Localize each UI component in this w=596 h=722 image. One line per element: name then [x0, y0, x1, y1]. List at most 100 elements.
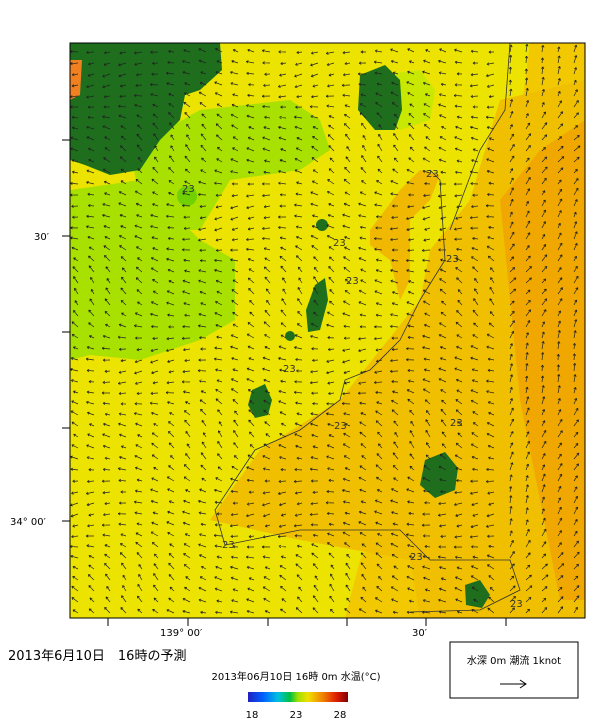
arrow [264, 276, 271, 284]
arrow [326, 402, 335, 406]
arrow [86, 502, 95, 507]
arrow [472, 148, 479, 152]
arrow [441, 431, 447, 438]
arrow [375, 410, 383, 416]
arrow [230, 158, 239, 163]
arrow [423, 465, 431, 471]
arrow [104, 136, 111, 141]
arrow [120, 445, 127, 449]
arrow [198, 48, 207, 53]
arrow [182, 609, 191, 614]
arrow [106, 278, 111, 284]
arrow [390, 269, 399, 273]
arrow [182, 70, 191, 75]
arrow [198, 238, 207, 242]
arrow [423, 300, 431, 306]
arrow [557, 506, 562, 515]
arrow [326, 62, 335, 67]
arrow [263, 443, 271, 449]
arrow [471, 379, 479, 383]
island [465, 580, 490, 608]
arrow [541, 517, 546, 526]
arrow [215, 368, 223, 372]
arrow [470, 524, 479, 529]
arrow [151, 411, 159, 416]
arrow [392, 168, 399, 174]
arrow [573, 551, 580, 559]
arrow [573, 231, 578, 240]
arrow [509, 407, 514, 416]
arrow [232, 368, 239, 372]
arrow [342, 73, 351, 77]
arrow [393, 123, 399, 130]
arrow [247, 227, 255, 231]
arrow [423, 124, 431, 130]
arrow [168, 370, 175, 374]
arrow [525, 539, 531, 548]
arrow [166, 476, 175, 482]
arrow [393, 441, 399, 449]
arrow [438, 334, 447, 339]
arrow [185, 576, 191, 581]
arrow [394, 431, 399, 438]
arrow [470, 94, 479, 98]
arrow [246, 104, 255, 108]
arrow [231, 299, 239, 306]
arrow [310, 479, 319, 483]
arrow [422, 555, 431, 559]
arrow [557, 374, 561, 383]
arrow [525, 265, 532, 273]
arrow [390, 532, 399, 537]
arrow [310, 322, 319, 328]
arrow [119, 94, 127, 98]
arrow [262, 147, 271, 152]
arrow [487, 147, 495, 152]
arrow [73, 257, 79, 262]
arrow [423, 357, 431, 361]
arrow [198, 598, 207, 603]
arrow [119, 543, 127, 548]
arrow [325, 94, 335, 98]
arrow [541, 66, 545, 75]
arrow [342, 213, 351, 218]
arrow [86, 390, 95, 394]
arrow [358, 521, 367, 526]
arrow [134, 402, 143, 406]
arrow [168, 442, 175, 449]
arrow [573, 585, 580, 592]
arrow [359, 236, 367, 240]
arrow [200, 522, 207, 526]
arrow [137, 608, 143, 614]
arrow [488, 544, 495, 549]
arrow [410, 420, 415, 427]
island [285, 331, 295, 341]
arrow [359, 225, 367, 229]
arrow [391, 248, 399, 252]
arrow [71, 246, 79, 251]
arrow [297, 310, 303, 317]
arrow [184, 419, 191, 427]
arrow [152, 511, 159, 515]
arrow [509, 442, 514, 449]
arrow [168, 112, 175, 119]
arrow [266, 299, 271, 306]
arrow [344, 289, 351, 295]
arrow [423, 368, 431, 372]
arrow [138, 564, 143, 570]
arrow [509, 518, 513, 526]
arrow [277, 491, 287, 495]
arrow [469, 84, 479, 88]
arrow [246, 147, 255, 152]
arrow [136, 348, 143, 352]
arrow [262, 491, 271, 495]
arrow [343, 455, 351, 460]
arrow [232, 501, 239, 505]
arrow [524, 55, 529, 64]
arrow [391, 488, 399, 493]
arrow [425, 454, 431, 460]
arrow [296, 574, 303, 581]
arrow [360, 562, 367, 570]
arrow [391, 215, 399, 220]
arrow [101, 346, 111, 350]
arrow [344, 608, 351, 614]
